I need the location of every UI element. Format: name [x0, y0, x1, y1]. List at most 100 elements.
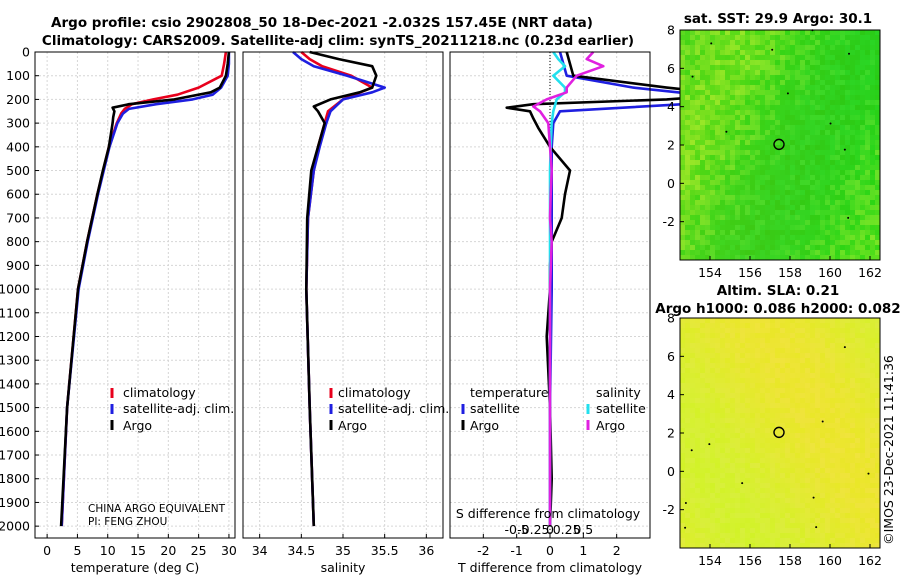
map-cell [720, 488, 726, 494]
map-cell [825, 255, 831, 261]
map-cell [690, 255, 696, 261]
map-cell [680, 170, 686, 176]
map-cell [760, 55, 766, 61]
map-cell [825, 348, 831, 354]
map-cell [710, 250, 716, 256]
map-cell [730, 428, 736, 434]
map-cell [810, 488, 816, 494]
map-cell [800, 250, 806, 256]
map-cell [845, 343, 851, 349]
map-cell [870, 403, 876, 409]
map-cell [810, 543, 816, 549]
sal-legend-satellite: satellite-adj. clim. [338, 401, 449, 416]
map-cell [685, 318, 691, 324]
map-cell [835, 538, 841, 544]
map-cell [810, 443, 816, 449]
map-cell [740, 428, 746, 434]
map-cell [865, 45, 871, 51]
map-cell [720, 225, 726, 231]
map-cell [705, 513, 711, 519]
map-cell [785, 408, 791, 414]
map-cell [785, 100, 791, 106]
map-cell [715, 413, 721, 419]
map-cell [745, 318, 751, 324]
map-cell [695, 220, 701, 226]
map-cell [860, 363, 866, 369]
map-cell [790, 45, 796, 51]
map-cell [735, 230, 741, 236]
map-cell [860, 483, 866, 489]
map-cell [815, 225, 821, 231]
map-cell [740, 45, 746, 51]
map-cell [790, 478, 796, 484]
map-cell [775, 140, 781, 146]
map-cell [755, 413, 761, 419]
map-cell [805, 418, 811, 424]
map-cell [875, 240, 881, 246]
map-cell [795, 80, 801, 86]
map-cell [800, 418, 806, 424]
map-cell [845, 180, 851, 186]
map-cell [765, 175, 771, 181]
map-cell [740, 453, 746, 459]
map-cell [860, 428, 866, 434]
map-cell [765, 80, 771, 86]
map-cell [755, 483, 761, 489]
map-cell [850, 528, 856, 534]
map-cell [745, 433, 751, 439]
map-cell [730, 448, 736, 454]
map-cell [870, 135, 876, 141]
map-cell [815, 120, 821, 126]
map-cell [855, 408, 861, 414]
map-cell [695, 448, 701, 454]
map-cell [785, 255, 791, 261]
map-cell [730, 50, 736, 56]
map-cell [835, 205, 841, 211]
map-cell [715, 35, 721, 41]
map-cell [715, 448, 721, 454]
map-cell [720, 533, 726, 539]
map-cell [730, 120, 736, 126]
map-cell [845, 353, 851, 359]
map-cell [785, 383, 791, 389]
map-cell [845, 225, 851, 231]
map-cell [710, 513, 716, 519]
map-cell [815, 463, 821, 469]
map-cell [730, 45, 736, 51]
map-cell [805, 105, 811, 111]
map-cell [795, 333, 801, 339]
map-cell [730, 170, 736, 176]
map-cell [810, 90, 816, 96]
map-cell [770, 65, 776, 71]
map-cell [680, 378, 686, 384]
map-cell [820, 225, 826, 231]
map-cell [845, 165, 851, 171]
map-cell [785, 348, 791, 354]
map-cell [685, 433, 691, 439]
map-cell [800, 140, 806, 146]
map-cell [780, 413, 786, 419]
map-cell [690, 328, 696, 334]
map-cell [805, 353, 811, 359]
map-cell [760, 135, 766, 141]
map-cell [865, 403, 871, 409]
map-cell [755, 200, 761, 206]
map-cell [700, 140, 706, 146]
map-cell [765, 210, 771, 216]
map-x-tick-label: 154 [698, 553, 722, 568]
map-cell [760, 503, 766, 509]
map-cell [765, 50, 771, 56]
map-cell [845, 498, 851, 504]
map-cell [875, 413, 881, 419]
map-cell [725, 200, 731, 206]
map-cell [700, 125, 706, 131]
map-cell [850, 523, 856, 529]
map-cell [755, 125, 761, 131]
map-cell [720, 333, 726, 339]
map-cell [870, 393, 876, 399]
map-cell [875, 190, 881, 196]
map-cell [825, 170, 831, 176]
map-cell [780, 528, 786, 534]
map-cell [875, 333, 881, 339]
map-cell [815, 348, 821, 354]
